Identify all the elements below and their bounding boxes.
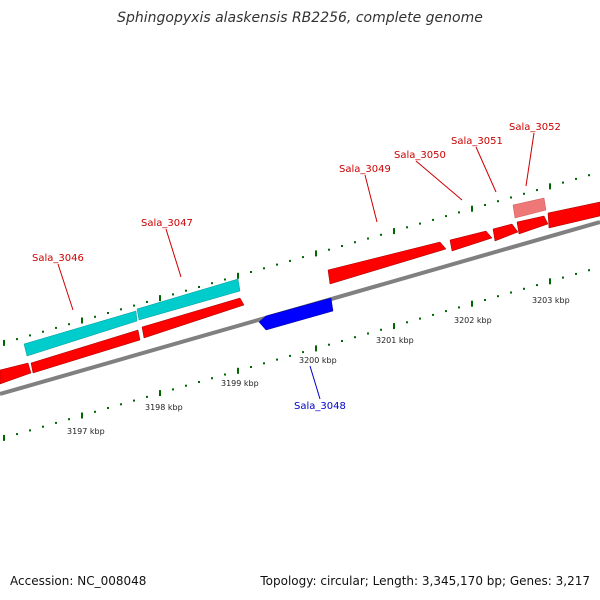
scale-label: 3203 kbp [532, 296, 570, 305]
leader-sala-3051 [475, 146, 497, 193]
genome-title: Sphingopyxis alaskensis RB2256, complete… [117, 10, 483, 26]
leader-sala-3047 [165, 228, 182, 278]
scale-label: 3201 kbp [376, 336, 414, 345]
scale-label: 3198 kbp [145, 403, 183, 412]
leader-sala-3049 [364, 174, 378, 223]
label-sala-3047[interactable]: Sala_3047 [141, 218, 193, 229]
gene-sala-3046[interactable] [23, 310, 138, 357]
leader-sala-3048 [309, 365, 321, 400]
scale-label: 3202 kbp [454, 316, 492, 325]
gene-sala-3052[interactable] [512, 197, 547, 219]
label-sala-3050[interactable]: Sala_3050 [394, 150, 446, 161]
leader-sala-3050 [415, 160, 463, 201]
genome-summary-text: Topology: circular; Length: 3,345,170 bp… [260, 574, 590, 588]
gene-sala-3050[interactable] [449, 230, 493, 252]
scale-label: 3199 kbp [221, 379, 259, 388]
label-sala-3048[interactable]: Sala_3048 [294, 401, 346, 412]
gene-sala-3047[interactable] [136, 278, 241, 321]
label-sala-3049[interactable]: Sala_3049 [339, 164, 391, 175]
gene-sala-3049[interactable] [327, 241, 447, 285]
gene-left-partial[interactable] [0, 362, 32, 385]
scale-label: 3200 kbp [299, 356, 337, 365]
gene-right-partial[interactable] [547, 201, 600, 229]
gene-red[interactable] [141, 297, 245, 339]
leader-sala-3046 [57, 263, 74, 311]
accession-text: Accession: NC_008048 [10, 574, 147, 588]
scale-label: 3197 kbp [67, 427, 105, 436]
gene-red[interactable] [516, 215, 549, 235]
label-sala-3051[interactable]: Sala_3051 [451, 136, 503, 147]
gene-sala-3048[interactable] [258, 297, 334, 331]
label-sala-3046[interactable]: Sala_3046 [32, 253, 84, 264]
gene-red[interactable] [30, 329, 141, 374]
leader-sala-3052 [525, 132, 535, 187]
bottom-tick-row [3, 269, 590, 441]
gene-sala-3051[interactable] [492, 223, 519, 242]
label-sala-3052[interactable]: Sala_3052 [509, 122, 561, 133]
top-tick-row [3, 174, 590, 346]
